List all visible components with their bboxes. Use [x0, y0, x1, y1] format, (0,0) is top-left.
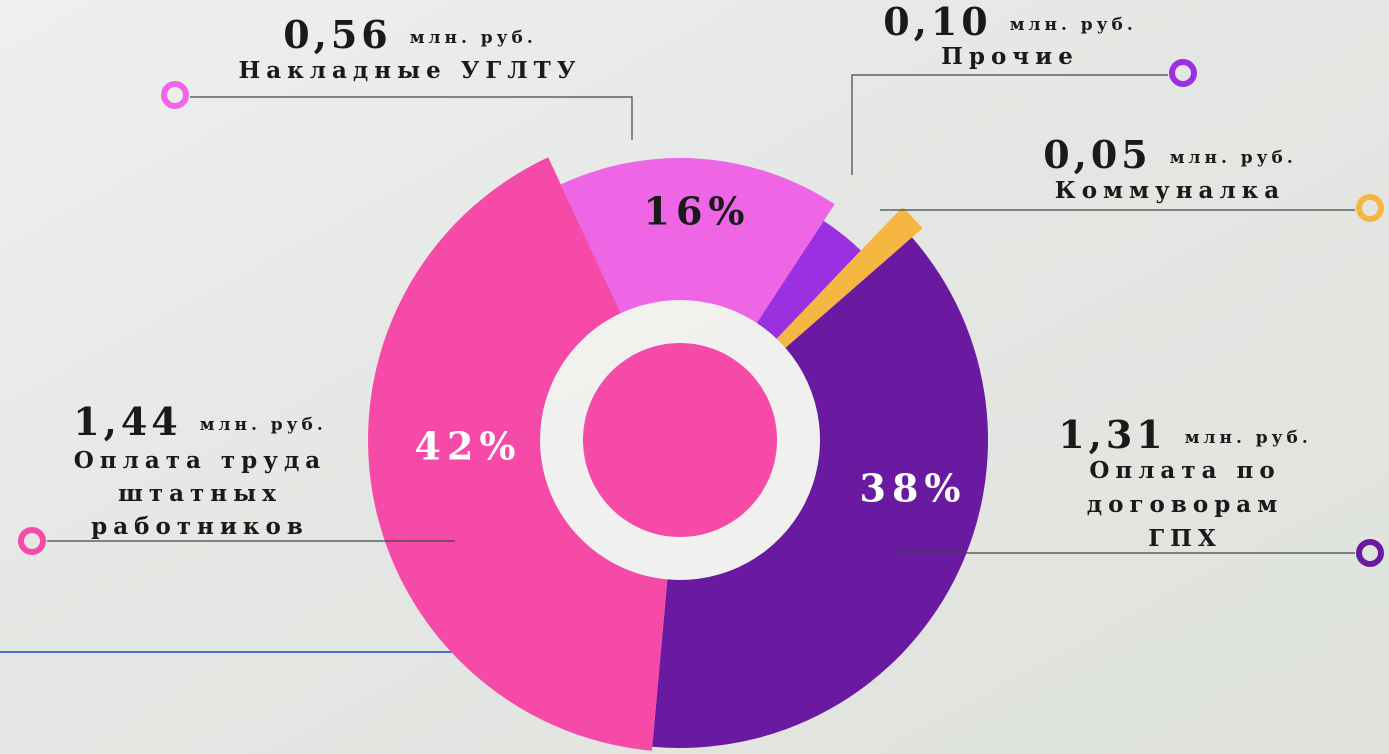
marker: [1356, 539, 1384, 567]
category-label: договорам: [1087, 491, 1283, 518]
center-disc: [583, 343, 777, 537]
category-label: Коммуналка: [1055, 177, 1285, 204]
amount-label: 1,44 млн. руб.: [73, 399, 327, 444]
leader-line: [851, 74, 1168, 175]
amount-label: 0,56 млн. руб.: [283, 12, 537, 57]
category-label: штатных: [118, 480, 282, 507]
marker: [1169, 59, 1197, 87]
amount-value: 0,05: [1043, 132, 1152, 177]
share-label: 42%: [415, 424, 522, 469]
category-label: Оплата по: [1089, 457, 1280, 484]
slice: [368, 157, 668, 751]
category-label: ГПХ: [1148, 525, 1221, 552]
amount-label: 0,10 млн. руб.: [883, 0, 1137, 44]
amount-unit: млн. руб.: [1010, 15, 1137, 35]
share-label: 38%: [860, 466, 967, 511]
slice: [652, 237, 989, 748]
category-label: Накладные УГЛТУ: [239, 57, 582, 84]
share-label: 16%: [644, 189, 751, 234]
category-label: работников: [91, 513, 309, 540]
slice: [756, 220, 861, 339]
amount-unit: млн. руб.: [1185, 428, 1312, 448]
amount-value: 1,44: [73, 399, 182, 444]
amount-value: 1,31: [1058, 412, 1167, 457]
marker: [1356, 194, 1384, 222]
category-label: Прочие: [941, 43, 1079, 70]
amount-unit: млн. руб.: [1170, 148, 1297, 168]
amount-value: 0,10: [883, 0, 992, 44]
marker: [161, 81, 189, 109]
amount-label: 1,31 млн. руб.: [1058, 412, 1312, 457]
amount-value: 0,56: [283, 12, 392, 57]
leader-line: [190, 96, 633, 140]
marker: [18, 527, 46, 555]
amount-label: 0,05 млн. руб.: [1043, 132, 1297, 177]
slice: [560, 158, 835, 323]
slice: [776, 207, 923, 348]
amount-unit: млн. руб.: [410, 28, 537, 48]
amount-unit: млн. руб.: [200, 415, 327, 435]
category-label: Оплата труда: [74, 447, 326, 474]
